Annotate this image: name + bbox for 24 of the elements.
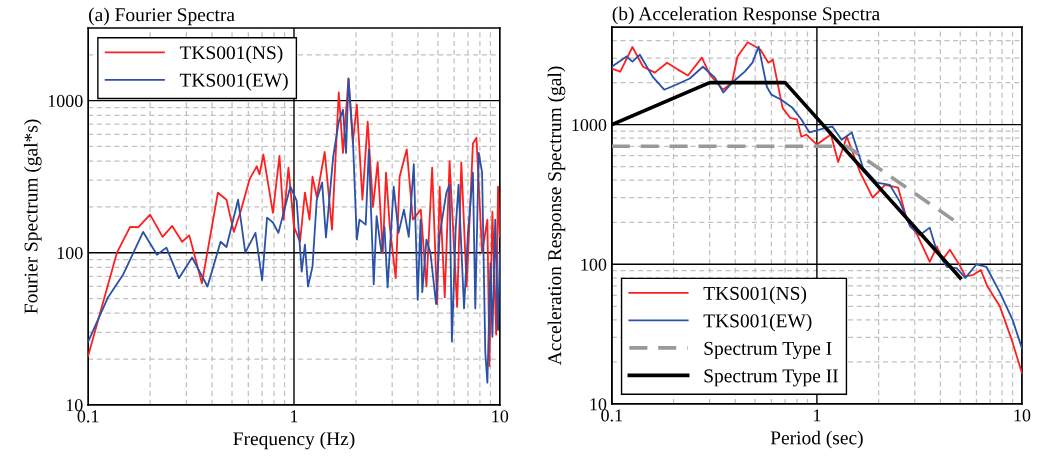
legend-label: TKS001(EW)	[703, 313, 812, 332]
legend-label: TKS001(NS)	[179, 45, 283, 64]
legend-label: Spectrum Type I	[704, 341, 832, 359]
x-tick-label: 0.1	[601, 409, 623, 422]
chart-title: (a) Fourier Spectra	[89, 7, 235, 26]
y-tick-label: 10	[590, 398, 607, 411]
x-tick-label: 10	[492, 410, 509, 423]
x-axis-title: Frequency (Hz)	[233, 431, 355, 450]
y-tick-label: 1000	[572, 118, 607, 132]
x-tick-label: 10	[1014, 409, 1031, 422]
x-tick-label: 0.1	[77, 410, 99, 423]
legend-label: Spectrum Type II	[704, 369, 838, 387]
x-axis-title: Period (sec)	[770, 430, 863, 449]
y-tick-label: 100	[57, 246, 83, 260]
y-axis-title: Acceleration Response Spectrum (gal)	[547, 66, 566, 366]
legend-label: TKS001(EW)	[179, 73, 288, 91]
x-tick-label: 1	[291, 410, 298, 423]
y-tick-label: 10	[66, 399, 83, 412]
chart-title: (b) Acceleration Response Spectra	[612, 6, 880, 25]
y-tick-label: 100	[581, 258, 607, 271]
legend-label: TKS001(NS)	[703, 286, 807, 304]
y-axis-title: Fourier Spectrum (gal*s)	[23, 119, 42, 314]
y-tick-label: 1000	[48, 94, 83, 108]
x-tick-label: 1	[813, 409, 821, 422]
